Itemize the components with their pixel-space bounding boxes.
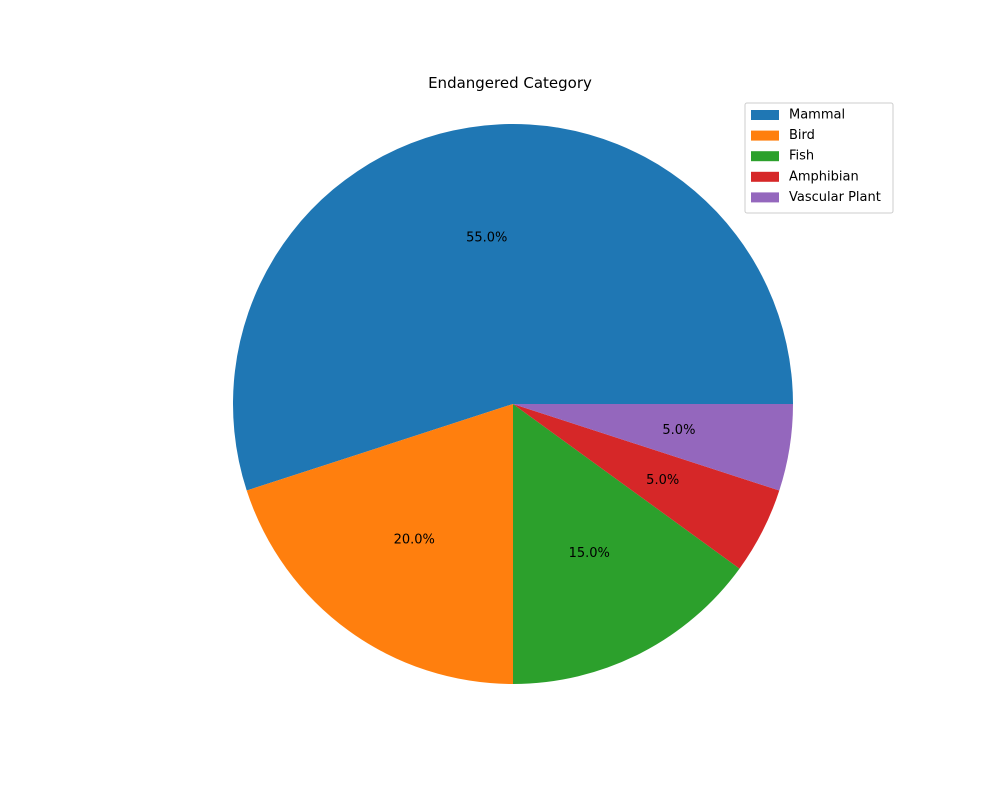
pie-slices — [233, 123, 794, 684]
pie-slice-mammal — [233, 123, 794, 491]
legend-frame — [744, 102, 894, 214]
legend-label-vascular-plant: Vascular Plant — [789, 190, 881, 205]
legend-label-fish: Fish — [789, 149, 814, 164]
pct-label-mammal: 55.0% — [466, 231, 507, 246]
legend-label-amphibian: Amphibian — [789, 169, 859, 184]
pct-label-fish: 15.0% — [569, 546, 610, 561]
legend-label-mammal: Mammal — [789, 108, 845, 123]
legend-swatch-mammal — [751, 110, 779, 120]
legend-swatch-fish — [751, 151, 779, 162]
legend: Mammal Bird Fish Amphibian Vascular Plant — [744, 102, 894, 214]
pie-slice-vascular-plant — [513, 404, 793, 491]
pct-label-amphibian: 5.0% — [646, 473, 679, 488]
pie-slice-amphibian — [513, 404, 780, 569]
pie-slice-fish — [513, 404, 740, 684]
pie-slice-bird — [246, 404, 514, 684]
legend-swatch-vascular-plant — [751, 192, 779, 203]
chart-title: Endangered Category — [428, 74, 592, 92]
legend-swatch-bird — [751, 130, 779, 141]
legend-swatch-amphibian — [751, 171, 779, 182]
percentage-labels: 55.0% 20.0% 15.0% 5.0% 5.0% — [394, 231, 696, 562]
legend-items: Mammal Bird Fish Amphibian Vascular Plant — [751, 108, 881, 205]
pct-label-bird: 20.0% — [394, 532, 435, 547]
pct-label-vascular-plant: 5.0% — [662, 423, 695, 438]
legend-label-bird: Bird — [789, 128, 815, 143]
